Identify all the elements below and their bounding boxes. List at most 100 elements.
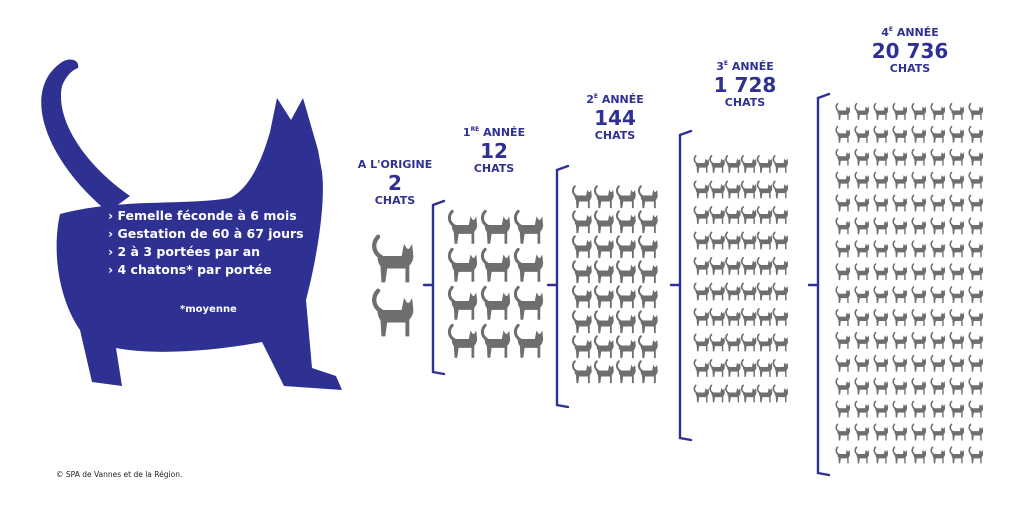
cat-icon xyxy=(968,400,984,419)
cat-icon xyxy=(873,240,889,259)
cat-icon xyxy=(892,286,908,304)
ordinal-suffix: E xyxy=(888,26,893,33)
cat-icon xyxy=(756,333,774,353)
cat-icon xyxy=(854,400,870,419)
cat-icon xyxy=(873,148,889,167)
cat-icon xyxy=(968,331,984,350)
cat-icon xyxy=(709,307,726,327)
cat-icon xyxy=(873,171,889,190)
cat-icon xyxy=(873,377,889,396)
cat-icon xyxy=(911,148,927,167)
cat-icon xyxy=(930,354,946,373)
cat-icon xyxy=(725,384,742,404)
stage-label: A L'ORIGINE xyxy=(357,158,433,171)
cat-icon xyxy=(854,240,870,259)
cat-icon xyxy=(756,256,774,276)
cat-icon xyxy=(854,423,870,442)
cat-icon xyxy=(772,358,789,378)
cat-icon xyxy=(873,400,889,419)
cat-icon xyxy=(949,309,965,327)
cat-icon xyxy=(854,102,870,121)
cat-icon xyxy=(615,260,637,285)
cat-icon xyxy=(693,180,710,200)
stage-count: 144 xyxy=(594,106,636,130)
cat-icon xyxy=(854,354,870,373)
stage-unit: CHATS xyxy=(473,162,515,175)
cat-icon xyxy=(930,217,946,236)
cat-icon xyxy=(930,286,946,304)
stage-count: 20 736 xyxy=(871,39,949,63)
cat-icon xyxy=(637,360,659,385)
cat-icon xyxy=(968,354,984,373)
cat-icon xyxy=(835,102,851,121)
cat-icon xyxy=(615,335,637,360)
cat-icon xyxy=(374,237,413,283)
cat-icon xyxy=(571,235,593,260)
cat-icon xyxy=(725,282,742,302)
cat-icon xyxy=(873,286,889,304)
cat-icon xyxy=(911,102,927,121)
cat-icon xyxy=(949,263,965,281)
cat-icon xyxy=(968,286,984,304)
cat-icon xyxy=(835,286,851,304)
fact-item: › 4 chatons* par portée xyxy=(108,262,272,277)
stage-year-1: 1RE ANNÉE 12 CHATS xyxy=(463,127,525,175)
cat-icon xyxy=(968,194,984,213)
cat-icon xyxy=(949,354,965,373)
cat-icon xyxy=(615,235,637,260)
cat-icon xyxy=(740,358,758,378)
cat-icon xyxy=(693,384,710,404)
cat-icon xyxy=(930,377,946,396)
ordinal: 4 xyxy=(881,26,889,39)
cat-icon xyxy=(740,384,758,404)
stage-year-4: 4E ANNÉE 20 736 CHATS xyxy=(871,26,949,75)
cat-icon xyxy=(693,333,710,353)
group-bracket xyxy=(816,92,831,477)
cat-icon xyxy=(968,423,984,442)
cat-icon xyxy=(756,231,774,251)
cat-icon xyxy=(756,205,774,225)
cat-icon xyxy=(637,185,659,210)
cat-icon xyxy=(968,217,984,236)
cat-icon xyxy=(709,180,726,200)
cat-icon xyxy=(709,384,726,404)
cat-icon xyxy=(949,194,965,213)
cat-icon xyxy=(693,358,710,378)
cat-icon xyxy=(480,209,512,246)
cat-icon xyxy=(949,286,965,304)
cat-icon xyxy=(854,286,870,304)
fact-item: › 2 à 3 portées par an xyxy=(108,244,261,259)
cat-icon xyxy=(892,148,908,167)
cat-icon xyxy=(968,240,984,259)
cat-icon xyxy=(911,309,927,327)
cat-icon xyxy=(873,354,889,373)
cat-icon xyxy=(968,263,984,281)
cat-icon xyxy=(854,125,870,144)
cat-icon xyxy=(725,154,742,174)
cat-icon xyxy=(772,231,789,251)
cat-icon xyxy=(892,102,908,121)
stage-label: ANNÉE xyxy=(601,93,644,106)
cat-icon xyxy=(911,400,927,419)
cat-icon xyxy=(854,377,870,396)
average-note: *moyenne xyxy=(180,304,237,315)
cat-icon xyxy=(772,180,789,200)
cat-icon xyxy=(930,400,946,419)
cat-icon xyxy=(571,185,593,210)
cat-icon xyxy=(854,171,870,190)
fact-item: › Gestation de 60 à 67 jours xyxy=(108,226,304,241)
big-cat-body xyxy=(56,98,343,390)
cat-icon xyxy=(693,307,710,327)
cat-icon xyxy=(873,125,889,144)
cat-icon xyxy=(873,102,889,121)
cat-icon xyxy=(873,331,889,350)
cat-icon xyxy=(968,446,984,465)
cat-icon xyxy=(835,309,851,327)
ordinal: 3 xyxy=(716,60,724,73)
cat-icon xyxy=(892,240,908,259)
cat-icon xyxy=(740,256,758,276)
cat-icon xyxy=(756,154,774,174)
cat-icon xyxy=(756,180,774,200)
copyright: © SPA de Vannes et de la Région. xyxy=(56,470,183,479)
cat-icon xyxy=(835,263,851,281)
